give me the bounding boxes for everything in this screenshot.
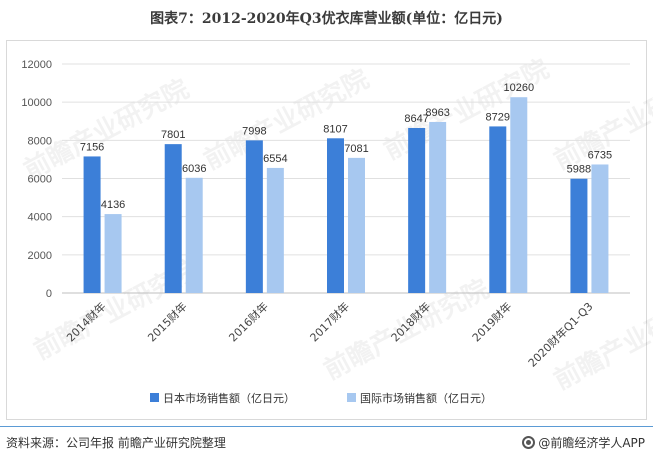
bar-japan <box>164 144 182 293</box>
data-label: 6554 <box>263 153 287 165</box>
y-tick-label: 8000 <box>28 135 52 147</box>
bar-international <box>104 214 122 293</box>
bar-japan <box>245 140 263 293</box>
data-label: 8963 <box>425 107 449 119</box>
grid-lines <box>62 63 630 294</box>
data-labels: 7156 4136 7801 6036 7998 6554 8107 7081 86478963… <box>80 82 612 211</box>
y-tick-label: 12000 <box>21 59 52 71</box>
bars <box>83 97 609 293</box>
y-tick-label: 6000 <box>28 174 52 186</box>
bar-japan <box>83 156 101 293</box>
legend-swatch <box>347 393 356 402</box>
bar-japan <box>489 126 507 293</box>
data-label: 7156 <box>80 141 104 153</box>
y-tick-label: 4000 <box>28 212 52 224</box>
data-label: 8107 <box>323 123 347 135</box>
y-tick-label: 10000 <box>21 97 52 109</box>
data-label: 8647 <box>404 113 428 125</box>
source-note: 资料来源：公司年报 前瞻产业研究院整理 <box>6 436 226 450</box>
watermark-text: 前瞻产业研究院 <box>379 53 554 166</box>
data-label: 5988 <box>567 164 591 176</box>
x-tick-label: 2016财年 <box>226 299 271 344</box>
bar-japan <box>408 127 426 293</box>
data-label: 7801 <box>161 129 185 141</box>
data-label: 8729 <box>486 111 510 123</box>
bar-international <box>510 97 528 293</box>
legend-label: 日本市场销售额（亿日元） <box>163 391 295 405</box>
data-label: 4136 <box>101 199 125 211</box>
chart-title: 图表7：2012-2020年Q3优衣库营业额(单位：亿日元) <box>150 11 503 27</box>
chart-frame <box>6 40 647 420</box>
data-label: 7081 <box>344 143 368 155</box>
bar-international <box>266 167 284 293</box>
y-axis-ticks: 0 2000 4000 6000 8000 10000 12000 <box>21 59 52 300</box>
brand-text: @前瞻经济学人APP <box>538 436 645 450</box>
data-label: 6735 <box>588 149 612 161</box>
brand-credit: @前瞻经济学人APP <box>522 434 645 451</box>
bar-japan <box>570 178 588 293</box>
footer-divider <box>0 426 653 427</box>
data-label: 10260 <box>503 82 534 94</box>
brand-logo-icon <box>522 436 536 449</box>
bar-international <box>185 177 203 293</box>
bar-international <box>348 157 365 293</box>
data-label: 6036 <box>182 163 206 175</box>
legend-label: 国际市场销售额（亿日元） <box>360 391 492 405</box>
y-tick-label: 0 <box>46 288 52 300</box>
legend-swatch <box>150 393 159 402</box>
bar-japan <box>327 138 344 293</box>
x-tick-label: 2017财年 <box>307 299 352 344</box>
bar-international <box>429 121 447 293</box>
legend: 日本市场销售额（亿日元） 国际市场销售额（亿日元） <box>150 391 492 405</box>
bar-international <box>591 164 609 293</box>
data-label: 7998 <box>242 125 266 137</box>
y-tick-label: 2000 <box>28 250 52 262</box>
